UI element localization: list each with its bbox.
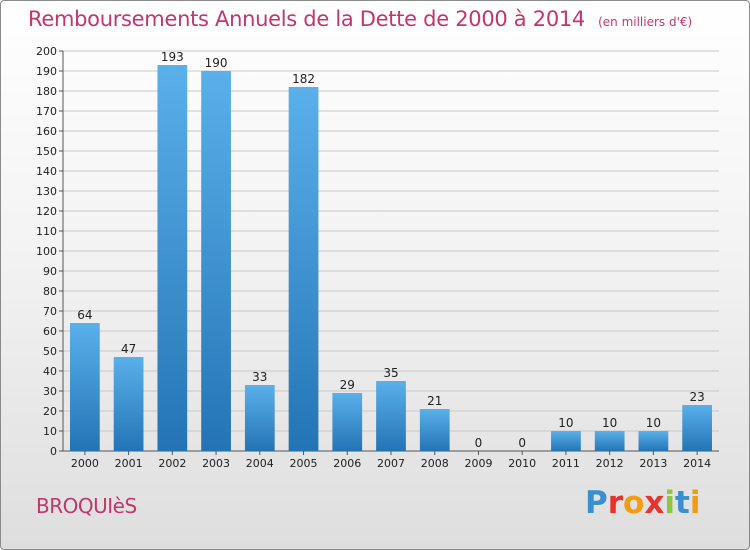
data-label: 182 (292, 72, 315, 86)
bar (551, 431, 581, 451)
data-label: 10 (602, 416, 617, 430)
x-tick-label: 2011 (552, 457, 580, 470)
x-tick-label: 2012 (596, 457, 624, 470)
bar (113, 357, 144, 451)
y-tick-label: 40 (43, 365, 57, 378)
bars: 64 47 193 190 33 182 29 35 21 0 0 10 10 10 23 (69, 50, 713, 451)
data-label: 10 (558, 416, 573, 430)
bar (638, 431, 669, 451)
y-tick-label: 130 (36, 185, 57, 198)
chart-title: Remboursements Annuels de la Dette de 20… (28, 7, 585, 31)
brand-letter: r (607, 485, 624, 521)
bar (157, 65, 188, 451)
x-tick-label: 2004 (246, 457, 274, 470)
bar (419, 409, 450, 451)
data-label: 33 (252, 370, 267, 384)
bar (376, 381, 406, 451)
data-label: 0 (475, 436, 483, 450)
y-tick-label: 140 (36, 165, 57, 178)
data-label: 10 (646, 416, 661, 430)
y-tick-label: 90 (43, 265, 57, 278)
y-tick-label: 60 (43, 325, 57, 338)
bar (201, 71, 231, 451)
data-label: 21 (427, 394, 442, 408)
y-tick-label: 30 (43, 385, 57, 398)
brand-letter: i (689, 485, 701, 521)
y-tick-label: 70 (43, 305, 57, 318)
commune-name: BROQUIèS (36, 494, 137, 518)
bar (244, 385, 275, 451)
brand-letter: P (585, 485, 608, 521)
data-label: 190 (205, 56, 228, 70)
data-label: 64 (77, 308, 92, 322)
y-tick-label: 110 (36, 225, 57, 238)
y-tick-label: 170 (36, 105, 57, 118)
x-tick-label: 2000 (71, 457, 99, 470)
x-tick-labels: 2000 2001 2002 2003 2004 2005 2006 2007 2008 2009… (71, 457, 711, 470)
brand-letter: i (664, 485, 675, 521)
y-tick-label: 0 (50, 445, 57, 458)
y-tick-label: 160 (36, 125, 57, 138)
bar (594, 431, 625, 451)
brand-letter: o (623, 485, 645, 521)
x-tick-label: 2005 (290, 457, 318, 470)
data-label: 23 (689, 390, 704, 404)
data-label: 0 (518, 436, 526, 450)
brand-letter: x (644, 485, 665, 521)
chart-unit: (en milliers d'€) (598, 15, 693, 29)
x-tick-label: 2007 (377, 457, 405, 470)
bar (288, 87, 319, 451)
x-tick-label: 2003 (202, 457, 230, 470)
title-row: Remboursements Annuels de la Dette de 20… (28, 7, 692, 31)
x-tick-label: 2002 (158, 457, 186, 470)
brand-letter: t (674, 485, 690, 521)
y-tick-label: 10 (43, 425, 57, 438)
y-tick-label: 100 (36, 245, 57, 258)
bar (682, 405, 713, 451)
y-tick-label: 120 (36, 205, 57, 218)
y-tick-label: 20 (43, 405, 57, 418)
y-tick-label: 80 (43, 285, 57, 298)
bar (69, 323, 100, 451)
y-tick-label: 150 (36, 145, 57, 158)
brand-logo: Proxiti (585, 485, 700, 521)
bar (332, 393, 363, 451)
x-tick-label: 2008 (421, 457, 449, 470)
x-tick-label: 2013 (639, 457, 667, 470)
y-tick-labels: 0 10 20 30 40 50 60 70 80 90 100 110 120 130 140 150 160… (36, 45, 57, 458)
data-label: 193 (161, 50, 184, 64)
x-tick-label: 2010 (508, 457, 536, 470)
x-tick-label: 2006 (333, 457, 361, 470)
y-tick-label: 200 (36, 45, 57, 58)
y-tick-label: 190 (36, 65, 57, 78)
x-tick-label: 2001 (115, 457, 143, 470)
x-tick-label: 2014 (683, 457, 711, 470)
data-label: 35 (383, 366, 398, 380)
data-label: 47 (121, 342, 136, 356)
x-tick-label: 2009 (464, 457, 492, 470)
y-tick-label: 50 (43, 345, 57, 358)
data-label: 29 (340, 378, 355, 392)
y-tick-label: 180 (36, 85, 57, 98)
